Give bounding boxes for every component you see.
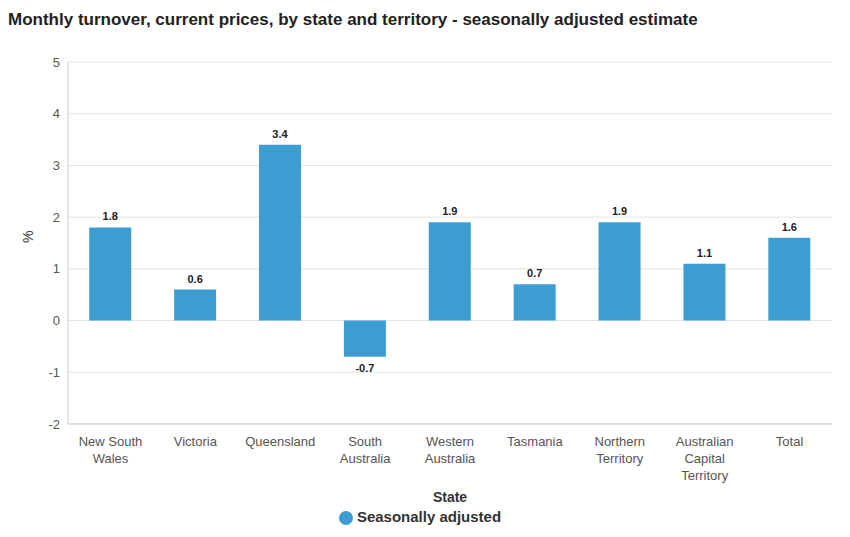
svg-text:-2: -2 xyxy=(48,417,60,432)
svg-text:New SouthWales: New SouthWales xyxy=(79,434,143,466)
svg-text:1.9: 1.9 xyxy=(442,205,457,217)
svg-text:5: 5 xyxy=(53,55,60,70)
svg-text:1.9: 1.9 xyxy=(612,205,627,217)
svg-text:4: 4 xyxy=(53,106,60,121)
svg-text:Total: Total xyxy=(776,434,804,449)
svg-text:1: 1 xyxy=(53,261,60,276)
svg-text:0: 0 xyxy=(53,313,60,328)
svg-text:NorthernTerritory: NorthernTerritory xyxy=(594,434,645,466)
svg-text:State: State xyxy=(433,489,467,505)
svg-text:3.4: 3.4 xyxy=(272,128,288,140)
svg-text:SouthAustralia: SouthAustralia xyxy=(340,434,391,466)
svg-text:0.6: 0.6 xyxy=(187,273,202,285)
svg-text:Victoria: Victoria xyxy=(174,434,218,449)
svg-text:1.8: 1.8 xyxy=(103,210,118,222)
svg-text:0.7: 0.7 xyxy=(527,267,542,279)
html-text:Seasonally adjusted: Seasonally adjusted xyxy=(356,508,502,525)
svg-text:%: % xyxy=(20,231,36,243)
svg-text:2: 2 xyxy=(53,210,60,225)
svg-text:-0.7: -0.7 xyxy=(355,362,374,374)
svg-text:1.1: 1.1 xyxy=(697,247,712,259)
svg-text:3: 3 xyxy=(53,158,60,173)
svg-text:Queensland: Queensland xyxy=(245,434,315,449)
svg-text:-1: -1 xyxy=(48,365,60,380)
svg-text:Tasmania: Tasmania xyxy=(507,434,563,449)
svg-text:WesternAustralia: WesternAustralia xyxy=(425,434,476,466)
svg-text:AustralianCapitalTerritory: AustralianCapitalTerritory xyxy=(676,434,734,483)
html-text:Monthly turnover, current pric: Monthly turnover, current prices, by sta… xyxy=(8,10,698,29)
svg-text:1.6: 1.6 xyxy=(782,221,797,233)
